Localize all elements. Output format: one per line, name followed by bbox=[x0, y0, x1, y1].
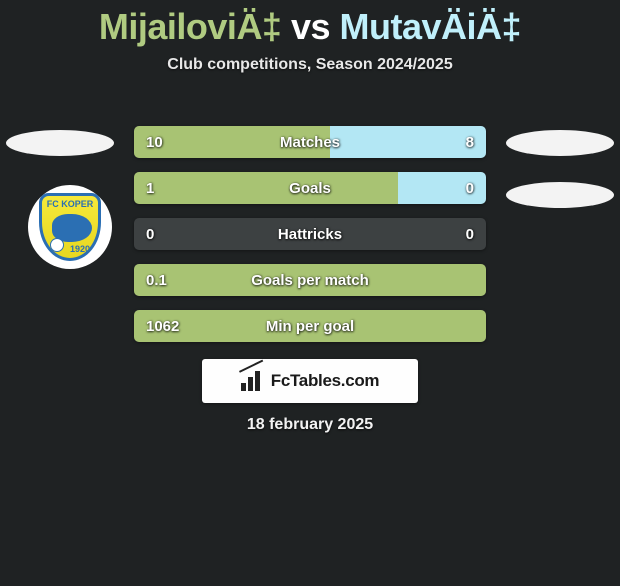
club-ball-icon bbox=[50, 238, 64, 252]
stat-row: 0.1Goals per match bbox=[134, 264, 486, 296]
player2-slot-ellipse bbox=[506, 130, 614, 156]
branding-link[interactable]: FcTables.com bbox=[202, 359, 418, 403]
stat-label: Hattricks bbox=[134, 218, 486, 250]
page-title: MijailoviÄ‡ vs MutavÄiÄ‡ bbox=[0, 6, 620, 48]
stat-row: 10Goals bbox=[134, 172, 486, 204]
stat-row: 1062Min per goal bbox=[134, 310, 486, 342]
subtitle: Club competitions, Season 2024/2025 bbox=[0, 56, 620, 74]
stat-row: 00Hattricks bbox=[134, 218, 486, 250]
stat-label: Goals bbox=[134, 172, 486, 204]
player1-name: MijailoviÄ‡ bbox=[99, 6, 282, 47]
club-shield: FC KOPER 1920 bbox=[39, 193, 101, 261]
stat-label: Goals per match bbox=[134, 264, 486, 296]
player2-name: MutavÄiÄ‡ bbox=[340, 6, 522, 47]
stat-row: 108Matches bbox=[134, 126, 486, 158]
vs-label: vs bbox=[291, 6, 330, 47]
update-date: 18 february 2025 bbox=[0, 416, 620, 434]
stat-label: Matches bbox=[134, 126, 486, 158]
club-year-text: 1920 bbox=[70, 244, 90, 254]
chart-icon bbox=[241, 371, 265, 391]
player2-club-ellipse bbox=[506, 182, 614, 208]
stat-label: Min per goal bbox=[134, 310, 486, 342]
stats-bars: 108Matches 10Goals 00Hattricks 0.1Goals per… bbox=[134, 126, 486, 356]
player1-club-badge[interactable]: FC KOPER 1920 bbox=[28, 185, 112, 269]
player1-slot-ellipse bbox=[6, 130, 114, 156]
branding-text: FcTables.com bbox=[271, 371, 380, 391]
